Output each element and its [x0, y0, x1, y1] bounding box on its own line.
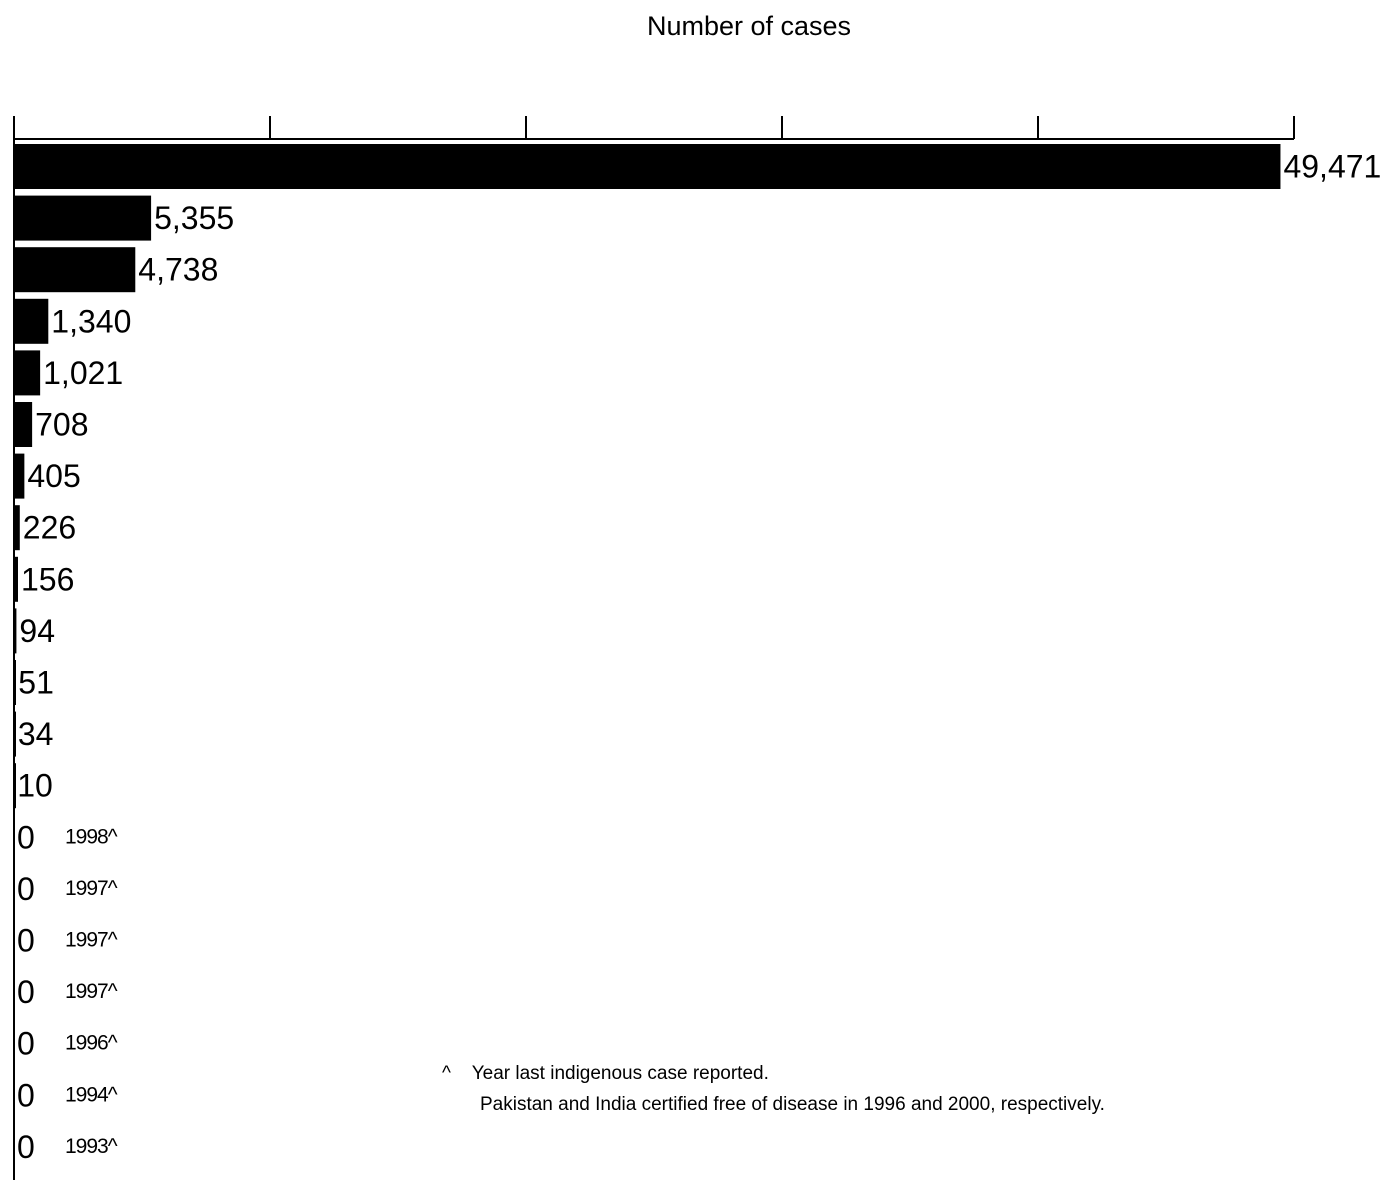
bar: [14, 144, 1281, 189]
x-axis-title: Number of cases: [647, 11, 851, 41]
data-label: 94: [19, 613, 55, 649]
bar: [14, 195, 152, 241]
data-label: 226: [23, 510, 76, 546]
year-annotation: 1997^: [65, 980, 118, 1003]
data-label: 51: [18, 665, 54, 701]
bar: [14, 505, 20, 551]
data-label: 34: [18, 716, 54, 752]
bar: [14, 247, 136, 293]
bar: [14, 711, 16, 757]
data-label: 1,021: [43, 355, 123, 391]
year-annotation: 1997^: [65, 929, 118, 952]
data-label: 0: [17, 1129, 35, 1165]
data-label: 405: [27, 458, 80, 494]
bar: [14, 608, 17, 654]
bar: [14, 453, 25, 499]
data-label: 5,355: [154, 200, 234, 236]
data-label: 0: [17, 923, 35, 959]
data-label: 49,471: [1283, 149, 1381, 185]
data-label: 0: [17, 1077, 35, 1113]
footnote-text-1: Year last indigenous case reported.: [471, 1063, 769, 1084]
bar: [14, 556, 18, 602]
data-label: 708: [35, 407, 88, 443]
year-annotation: 1998^: [65, 825, 118, 848]
bar: [14, 763, 16, 809]
data-label: 10: [17, 768, 53, 804]
data-label: 0: [17, 819, 35, 855]
year-annotation: 1994^: [65, 1083, 118, 1106]
data-label: 0: [17, 1026, 35, 1062]
footnote-line-1: ^ Year last indigenous case reported.: [442, 1063, 769, 1085]
year-annotation: 1996^: [65, 1032, 118, 1055]
data-label: 1,340: [51, 303, 131, 339]
data-label: 0: [17, 974, 35, 1010]
data-label: 4,738: [138, 252, 218, 288]
data-label: 0: [17, 871, 35, 907]
data-label: 156: [21, 561, 74, 597]
footnote-line-2: Pakistan and India certified free of dis…: [480, 1094, 1105, 1115]
bars: [14, 144, 1281, 809]
footnote-marker: ^: [442, 1063, 451, 1084]
year-annotation: 1993^: [65, 1135, 118, 1158]
bar: [14, 298, 49, 344]
bar: [14, 660, 16, 705]
bar: [14, 402, 33, 447]
bar: [14, 350, 41, 396]
year-annotation: 1997^: [65, 877, 118, 900]
